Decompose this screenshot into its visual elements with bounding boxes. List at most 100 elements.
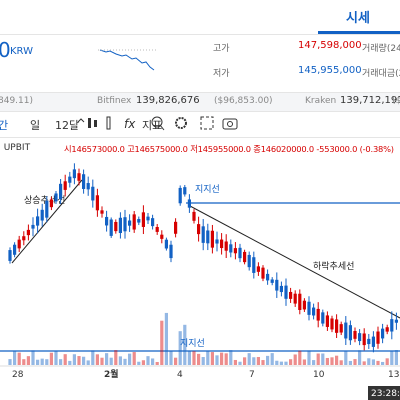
candle [293, 293, 297, 304]
annotation: 상승추세선 [24, 195, 65, 206]
exchange-price: 139,826,676 [136, 95, 200, 106]
time-box [368, 386, 400, 400]
candle [256, 266, 260, 272]
volume-label: 거래량(24H [362, 44, 400, 54]
candle [362, 333, 366, 346]
candle [22, 236, 26, 241]
candle [266, 273, 270, 281]
unit: KRW [10, 46, 33, 57]
candle [312, 360, 316, 365]
fx-icon[interactable]: fx [124, 117, 136, 131]
candle [371, 336, 375, 347]
x-label: 2월 [104, 368, 119, 380]
candle [132, 352, 136, 365]
candle [197, 224, 201, 235]
candle [118, 217, 122, 234]
candle [220, 239, 224, 249]
candle [155, 226, 159, 232]
candle [86, 183, 90, 190]
candle [385, 358, 389, 365]
exchange-usd: ($ [392, 96, 400, 106]
candle [68, 176, 72, 183]
candle [164, 312, 168, 365]
candle [91, 350, 95, 365]
candle [59, 183, 63, 200]
candle [45, 359, 49, 365]
candle [362, 361, 366, 365]
candle [275, 360, 279, 365]
trend-line [189, 205, 400, 319]
candle [40, 209, 44, 221]
candle [82, 356, 86, 365]
candle [381, 361, 385, 365]
high-label: 고가 [213, 44, 230, 54]
candle [284, 361, 288, 365]
x-label: 4 [177, 370, 183, 380]
candle [31, 224, 35, 229]
candle [335, 355, 339, 365]
candle [266, 355, 270, 365]
candle [344, 350, 348, 365]
candle-icon[interactable] [88, 118, 91, 128]
candle [36, 216, 40, 226]
candle [302, 300, 306, 310]
toolbar-item[interactable]: 일 [30, 119, 41, 132]
annotation: 지지선 [195, 184, 220, 195]
candle [174, 221, 178, 234]
candle [91, 186, 95, 201]
candle [123, 358, 127, 365]
candle [26, 229, 30, 236]
candle [95, 354, 99, 365]
candle [376, 331, 380, 344]
candle [367, 358, 371, 365]
annotation: 하락추세선 [313, 260, 354, 272]
candle [247, 353, 251, 365]
candle [348, 360, 352, 365]
x-label: 28 [12, 370, 24, 380]
candle [371, 359, 375, 365]
dropdown[interactable] [77, 118, 85, 123]
candle [307, 301, 311, 315]
candle [178, 187, 182, 204]
candle-icon [94, 120, 97, 127]
search-icon[interactable] [151, 116, 163, 128]
candle [31, 350, 35, 365]
candle [160, 234, 164, 239]
candle [390, 351, 394, 365]
prev-usd: 849.11) [0, 96, 34, 106]
candle [298, 350, 302, 365]
candle [187, 351, 191, 365]
candle-icon2[interactable] [106, 116, 111, 130]
candle [325, 357, 329, 365]
indicator[interactable]: 지표 [142, 119, 163, 132]
candle [330, 357, 334, 365]
candle [82, 174, 86, 189]
candle [54, 193, 58, 202]
candle [26, 356, 30, 365]
candle [229, 244, 233, 253]
candle [348, 325, 352, 341]
fullscreen-icon[interactable] [200, 116, 214, 130]
candle [201, 357, 205, 365]
candle [49, 352, 53, 365]
candle [160, 320, 164, 365]
toolbar-item[interactable]: 간 [0, 119, 9, 132]
candle [252, 357, 256, 365]
candle [284, 285, 288, 299]
candle [215, 355, 219, 365]
candle [298, 293, 302, 310]
tab[interactable]: 시세 [346, 11, 370, 26]
candle [376, 360, 380, 365]
candle [141, 212, 145, 227]
candle [192, 211, 196, 221]
candle [233, 359, 237, 365]
candle [95, 195, 99, 211]
settings-icon[interactable] [175, 117, 187, 129]
toolbar-item[interactable]: 12달 [55, 119, 80, 132]
camera-icon[interactable] [222, 118, 238, 130]
x-label: 13 [388, 370, 399, 380]
candle [210, 352, 214, 365]
candle [215, 239, 219, 244]
candle [17, 239, 21, 249]
